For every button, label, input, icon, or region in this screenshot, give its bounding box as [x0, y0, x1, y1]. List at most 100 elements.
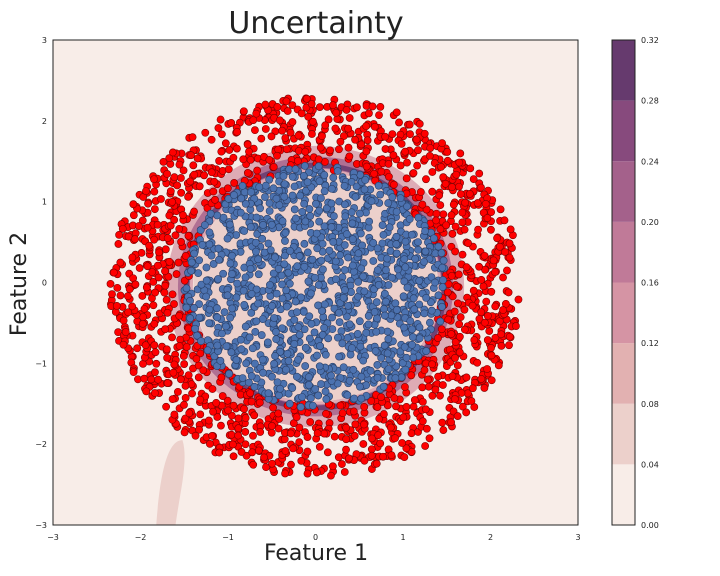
scatter-point [368, 102, 377, 111]
scatter-point [448, 229, 457, 238]
scatter-point [318, 132, 326, 141]
scatter-point [347, 344, 356, 352]
scatter-point [305, 334, 314, 343]
scatter-point [353, 103, 361, 112]
scatter-point [372, 327, 381, 336]
scatter-point [366, 366, 375, 375]
scatter-point [274, 409, 283, 418]
scatter-point [280, 260, 289, 268]
scatter-point [331, 124, 340, 133]
scatter-point [303, 447, 312, 456]
scatter-point [355, 209, 364, 218]
scatter-point [163, 379, 172, 387]
scatter-point [251, 126, 259, 135]
scatter-point [437, 249, 446, 257]
scatter-point [514, 295, 523, 304]
scatter-point [470, 336, 479, 344]
scatter-point [234, 414, 243, 423]
scatter-point [168, 333, 176, 342]
scatter-point [329, 101, 337, 110]
scatter-point [281, 134, 290, 142]
scatter-point [250, 382, 259, 391]
scatter-point [177, 188, 186, 197]
scatter-point [422, 175, 430, 184]
scatter-point [336, 137, 345, 146]
colorbar-tick-label: 0.04 [641, 460, 659, 469]
scatter-point [344, 253, 352, 262]
scatter-point [443, 288, 452, 297]
scatter-point [261, 100, 270, 109]
scatter-point [407, 230, 416, 239]
scatter-point [276, 384, 284, 393]
scatter-point [297, 457, 306, 465]
y-tick-label: −2 [35, 440, 47, 449]
scatter-point [407, 371, 416, 380]
scatter-point [475, 262, 483, 271]
scatter-point [381, 145, 390, 153]
scatter-point [368, 434, 376, 443]
scatter-point [482, 297, 491, 306]
scatter-point [402, 174, 411, 183]
scatter-point [371, 347, 380, 355]
scatter-point [285, 399, 294, 408]
scatter-point [240, 227, 249, 235]
scatter-point [321, 387, 330, 396]
scatter-point [380, 341, 389, 350]
scatter-point [168, 198, 177, 206]
scatter-point [223, 291, 232, 300]
scatter-point [320, 171, 329, 179]
scatter-point [296, 191, 305, 200]
scatter-point [303, 248, 312, 257]
scatter-point [239, 155, 248, 164]
scatter-point [331, 257, 340, 266]
scatter-point [236, 208, 245, 217]
scatter-point [220, 308, 229, 317]
scatter-point [362, 122, 371, 131]
scatter-point [451, 222, 460, 231]
scatter-point [223, 184, 232, 193]
scatter-point [252, 317, 261, 326]
scatter-point [114, 240, 123, 248]
scatter-point [202, 292, 211, 301]
scatter-point [345, 152, 354, 161]
scatter-point [295, 438, 304, 447]
scatter-point [278, 324, 287, 333]
scatter-point [210, 177, 219, 186]
scatter-point [244, 378, 253, 387]
scatter-point [483, 214, 492, 222]
scatter-point [497, 330, 506, 339]
scatter-point [224, 165, 233, 174]
scatter-point [346, 350, 355, 359]
scatter-point [410, 305, 419, 314]
scatter-point [394, 265, 402, 274]
scatter-point [430, 234, 438, 243]
scatter-point [491, 333, 500, 342]
scatter-point [376, 102, 385, 111]
scatter-point [315, 206, 324, 215]
scatter-point [340, 200, 349, 209]
scatter-point [271, 352, 279, 360]
scatter-point [313, 429, 322, 438]
scatter-point [396, 161, 405, 170]
scatter-point [162, 402, 171, 411]
scatter-point [400, 277, 409, 286]
scatter-point [344, 143, 353, 152]
scatter-point [406, 130, 414, 139]
scatter-point [392, 402, 400, 411]
scatter-point [315, 177, 324, 186]
scatter-point [170, 300, 178, 308]
scatter-point [374, 431, 383, 440]
scatter-point [291, 214, 300, 223]
scatter-point [282, 145, 291, 154]
scatter-point [202, 263, 211, 272]
scatter-point [491, 302, 500, 311]
scatter-point [159, 157, 168, 166]
scatter-point [303, 178, 312, 187]
scatter-point [223, 396, 232, 405]
scatter-point [197, 280, 206, 289]
scatter-point [217, 373, 226, 382]
scatter-point [170, 215, 179, 224]
scatter-point [369, 257, 378, 265]
scatter-point [483, 365, 492, 373]
scatter-point [449, 200, 458, 209]
